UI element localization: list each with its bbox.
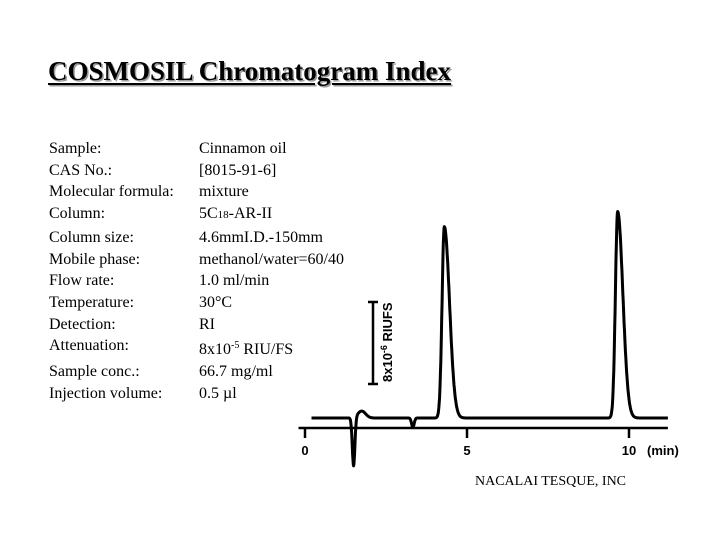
condition-value: 0.5 µl [199, 384, 237, 402]
attenuation-unit: RIU/FS [239, 341, 294, 359]
condition-value: methanol/water=60/40 [199, 250, 344, 268]
condition-value: [8015-91-6] [199, 161, 277, 179]
condition-row-mobile-phase: Mobile phase: methanol/water=60/40 [49, 249, 344, 271]
condition-label: Column: [49, 205, 106, 223]
condition-row-injection-volume: Injection volume: 0.5 µl [49, 383, 344, 405]
credit-text: NACALAI TESQUE, INC [475, 474, 627, 489]
condition-label: Detection: [49, 315, 116, 333]
condition-row-column: Column: 5C18-AR-II [49, 203, 344, 227]
condition-value: 8x10-5 RIU/FS [199, 335, 293, 361]
condition-value: Cinnamon oil [199, 140, 287, 157]
condition-row-detection: Detection: RI [49, 314, 344, 336]
condition-row-sample-conc: Sample conc.: 66.7 mg/ml [49, 361, 344, 383]
condition-label: Molecular formula: [49, 183, 174, 201]
condition-value: RI [199, 315, 215, 333]
scale-bar [368, 300, 378, 386]
condition-row-attenuation: Attenuation: 8x10-5 RIU/FS [49, 335, 344, 361]
condition-row-flow-rate: Flow rate: 1.0 ml/min [49, 270, 344, 292]
condition-value: mixture [199, 183, 249, 201]
y-label-unit: RIUFS [380, 302, 395, 345]
condition-value: 1.0 ml/min [199, 272, 270, 290]
condition-row-cas: CAS No.: [8015-91-6] [49, 160, 344, 182]
condition-row-temperature: Temperature: 30°C [49, 292, 344, 314]
condition-label: Mobile phase: [49, 250, 141, 268]
column-prefix: 5C [199, 205, 218, 223]
condition-row-column-size: Column size: 4.6mmI.D.-150mm [49, 227, 344, 249]
condition-label: Temperature: [49, 293, 135, 311]
chromatogram-trace [310, 210, 670, 468]
attenuation-exponent: -5 [231, 340, 240, 352]
x-axis-unit-label: (min) [647, 443, 679, 458]
condition-row-formula: Molecular formula: mixture [49, 181, 344, 203]
x-axis-ticks: 0 5 10 [301, 428, 636, 458]
conditions-table: Sample: Cinnamon oil CAS No.: [8015-91-6… [49, 138, 344, 404]
condition-label: Column size: [49, 228, 134, 246]
condition-value: 30°C [199, 293, 233, 311]
condition-label: Sample conc.: [49, 363, 140, 381]
x-tick-label: 5 [463, 443, 470, 458]
column-subscript: 18 [217, 209, 229, 222]
y-axis-label: 8x10-6 RIUFS [379, 302, 395, 382]
condition-label: Injection volume: [49, 384, 163, 402]
condition-label: Sample: [49, 140, 102, 157]
y-label-exponent: -6 [379, 345, 389, 353]
x-tick-label: 10 [622, 443, 636, 458]
condition-value: 66.7 mg/ml [199, 363, 273, 381]
column-suffix: -AR-II [228, 205, 273, 223]
condition-label: Flow rate: [49, 272, 115, 290]
x-tick-label: 0 [301, 443, 308, 458]
condition-row-sample: Sample: Cinnamon oil [49, 138, 344, 160]
condition-label: CAS No.: [49, 161, 113, 179]
condition-value: 4.6mmI.D.-150mm [199, 228, 323, 246]
attenuation-base: 8x10 [199, 341, 231, 359]
condition-value: 5C18-AR-II [199, 203, 272, 227]
condition-label: Attenuation: [49, 337, 129, 355]
y-label-main: 8x10 [380, 353, 395, 382]
page-title: COSMOSIL Chromatogram Index [48, 56, 452, 86]
